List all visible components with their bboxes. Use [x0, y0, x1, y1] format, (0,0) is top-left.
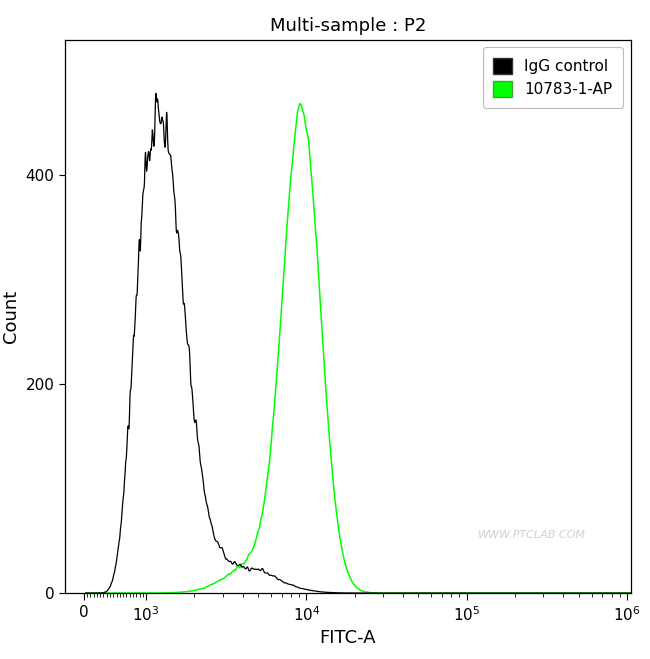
- Y-axis label: Count: Count: [2, 290, 20, 343]
- X-axis label: FITC-A: FITC-A: [319, 629, 376, 647]
- Text: WWW.PTCLAB.COM: WWW.PTCLAB.COM: [478, 530, 586, 540]
- Title: Multi-sample : P2: Multi-sample : P2: [270, 17, 426, 35]
- Legend: IgG control, 10783-1-AP: IgG control, 10783-1-AP: [483, 47, 623, 108]
